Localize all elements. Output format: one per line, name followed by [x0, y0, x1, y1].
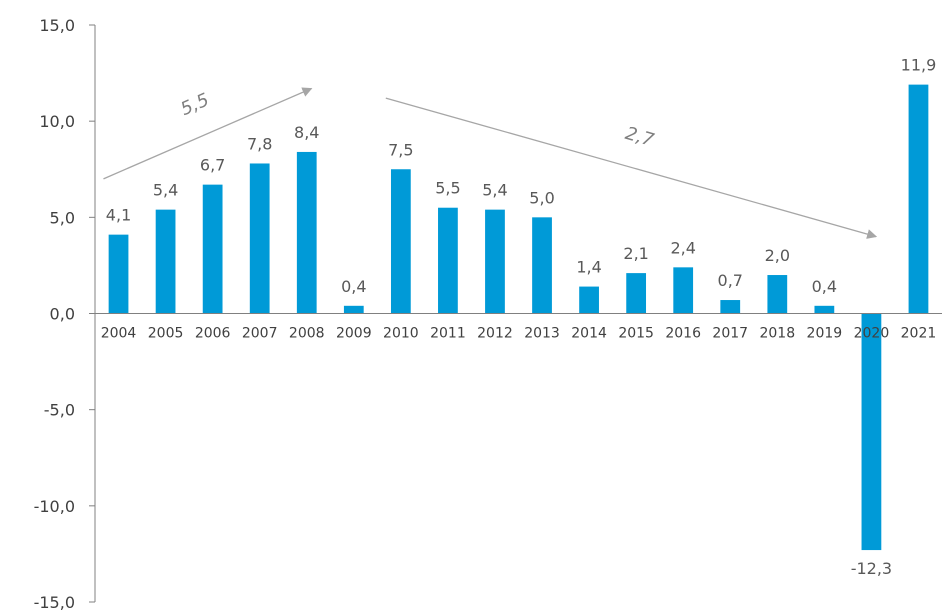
data-label: 4,1 — [106, 206, 131, 225]
x-tick-label: 2019 — [807, 326, 843, 342]
x-tick-label: 2005 — [148, 326, 184, 342]
y-tick-label: -5,0 — [44, 401, 75, 420]
data-label: 7,5 — [388, 140, 413, 159]
y-tick-label: -10,0 — [34, 497, 75, 516]
x-tick-label: 2008 — [289, 326, 325, 342]
data-label: 5,4 — [153, 181, 178, 200]
y-tick-label: 0,0 — [50, 305, 75, 324]
bar — [532, 217, 552, 314]
data-label: 7,8 — [247, 134, 272, 153]
bar — [767, 275, 788, 314]
data-label: 2,4 — [670, 238, 695, 257]
y-tick-label: 10,0 — [39, 112, 75, 131]
x-tick-label: 2006 — [195, 326, 231, 342]
data-label: 1,4 — [576, 258, 601, 277]
x-tick-label: 2011 — [430, 326, 466, 342]
x-tick-label: 2017 — [712, 326, 748, 342]
bar — [861, 313, 882, 551]
x-tick-label: 2020 — [854, 326, 890, 342]
bar — [626, 273, 647, 314]
data-label: 2,0 — [765, 246, 790, 265]
bar — [814, 305, 835, 314]
x-axis: 2004 2005 2006 2007 2008 2009 2010 2011 2012 2013… — [95, 313, 942, 342]
bars — [108, 84, 929, 551]
bar — [108, 234, 129, 314]
x-tick-label: 2010 — [383, 326, 419, 342]
y-axis: 15,0 10,0 5,0 0,0 -5,0 -10,0 -15,0 — [34, 16, 96, 611]
data-label: 2,1 — [623, 244, 648, 263]
bar — [202, 184, 223, 314]
bar — [438, 207, 458, 314]
bar — [579, 286, 599, 314]
x-tick-label: 2014 — [571, 326, 607, 342]
data-label: 11,9 — [901, 56, 937, 75]
x-tick-label: 2009 — [336, 326, 372, 342]
bar — [908, 84, 929, 314]
data-label: 5,4 — [482, 181, 507, 200]
y-tick-label: 15,0 — [39, 16, 75, 35]
trend-arrow — [385, 97, 878, 239]
trend-label: 2,7 — [623, 123, 657, 151]
bar — [390, 169, 411, 314]
data-label: 0,7 — [718, 271, 743, 290]
bar — [155, 209, 176, 314]
x-tick-label: 2013 — [524, 326, 560, 342]
x-tick-label: 2018 — [759, 326, 795, 342]
x-tick-label: 2004 — [101, 326, 137, 342]
data-labels: 4,1 5,4 6,7 7,8 8,4 0,4 7,5 5,5 5,4 5,0 1,4 2,1 2,4 0… — [106, 56, 936, 578]
x-tick-label: 2016 — [665, 326, 701, 342]
y-tick-label: 5,0 — [50, 208, 75, 227]
data-label: 6,7 — [200, 156, 225, 175]
data-label: 5,5 — [435, 179, 460, 198]
y-tick-label: -15,0 — [34, 593, 75, 611]
x-tick-label: 2007 — [242, 326, 278, 342]
data-label: 8,4 — [294, 123, 319, 142]
x-tick-label: 2021 — [901, 326, 937, 342]
bar — [485, 209, 505, 314]
bar — [249, 163, 270, 314]
data-label: -12,3 — [851, 559, 892, 578]
bar — [343, 305, 364, 314]
x-tick-label: 2012 — [477, 326, 513, 342]
trend-arrow — [103, 87, 313, 180]
bar — [673, 267, 694, 314]
data-label: 5,0 — [529, 188, 554, 207]
x-tick-label: 2015 — [618, 326, 654, 342]
bar — [296, 151, 317, 314]
bar — [720, 300, 741, 314]
data-label: 0,4 — [812, 277, 837, 296]
trend-label: 5,5 — [178, 89, 213, 120]
data-label: 0,4 — [341, 277, 366, 296]
